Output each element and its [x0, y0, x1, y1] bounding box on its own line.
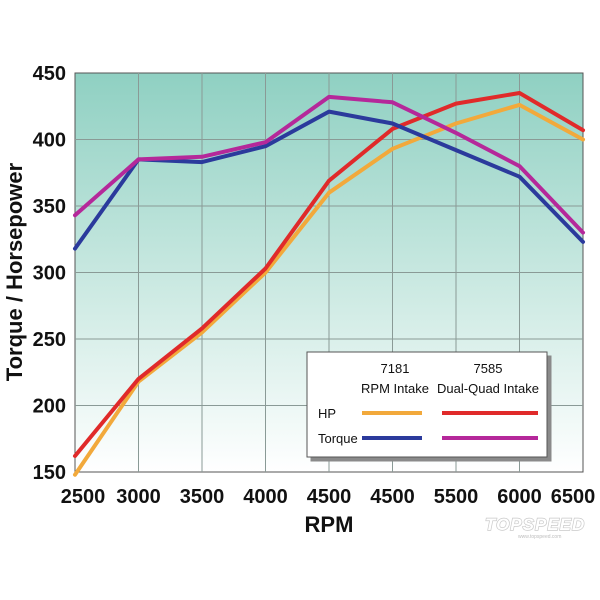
y-tick-label: 450 — [33, 63, 66, 85]
x-tick-label: 4500 — [307, 486, 352, 508]
x-tick-label: 3500 — [180, 486, 225, 508]
legend-col2-number: 7585 — [474, 361, 503, 376]
legend-row-hp: HP — [318, 406, 336, 421]
watermark-text: TOPSPEED — [485, 515, 585, 534]
watermark-logo: TOPSPEED www.topspeed.com — [484, 514, 585, 540]
x-tick-label: 4500 — [370, 486, 415, 508]
x-tick-label: 2500 — [61, 486, 106, 508]
y-tick-label: 300 — [33, 263, 66, 285]
y-tick-label: 250 — [33, 329, 66, 351]
x-tick-label: 3000 — [116, 486, 161, 508]
x-tick-label: 4000 — [243, 486, 288, 508]
y-axis-title: Torque / Horsepower — [2, 162, 27, 381]
legend-row-torque: Torque — [318, 431, 358, 446]
x-axis-title: RPM — [305, 512, 354, 537]
series-line-hp-7585 — [73, 91, 585, 458]
legend-col2-name: Dual-Quad Intake — [437, 381, 539, 396]
y-tick-label: 400 — [33, 130, 66, 152]
legend: 7181 RPM Intake 7585 Dual-Quad Intake HP… — [306, 351, 548, 458]
y-tick-label: 200 — [33, 396, 66, 418]
y-tick-label: 150 — [33, 462, 66, 484]
y-axis-ticks: 150 200 250 300 350 400 450 — [33, 63, 66, 484]
x-axis-ticks: 2500 3000 3500 4000 4500 4500 5500 6000 6500 — [61, 486, 596, 508]
legend-col1-name: RPM Intake — [361, 381, 429, 396]
x-tick-label: 5500 — [434, 486, 479, 508]
legend-col1-number: 7181 — [381, 361, 410, 376]
x-tick-label: 6000 — [497, 486, 542, 508]
series-line-hp-7181 — [73, 102, 585, 477]
x-tick-label: 6500 — [551, 486, 596, 508]
series-line-tq-7585 — [73, 94, 585, 235]
watermark-subtext: www.topspeed.com — [518, 534, 561, 540]
y-tick-label: 350 — [33, 196, 66, 218]
series-lines — [73, 91, 585, 477]
